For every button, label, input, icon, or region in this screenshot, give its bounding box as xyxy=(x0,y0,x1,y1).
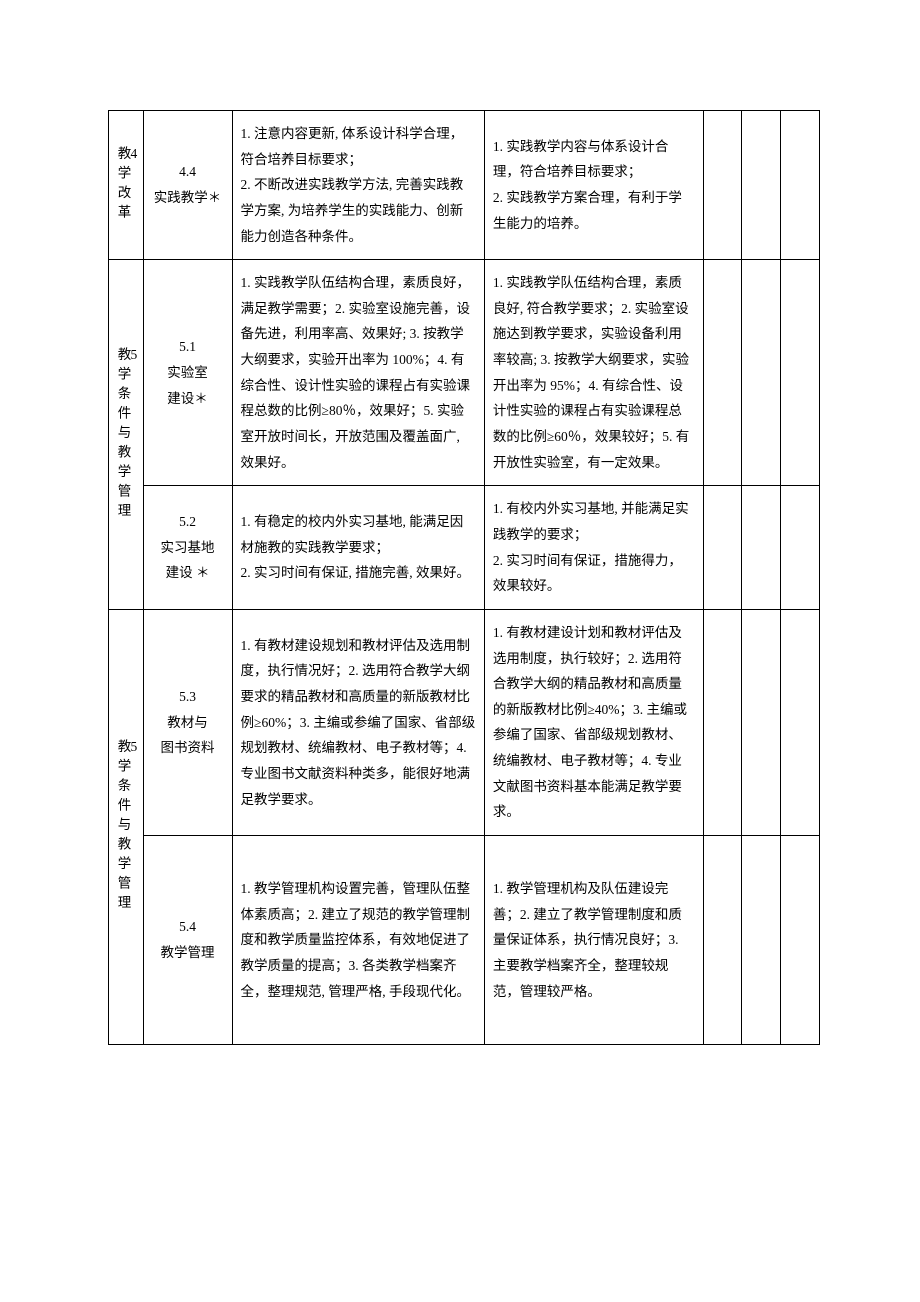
blank-cell xyxy=(742,260,781,486)
category-text: 教学条件与教学管理 xyxy=(115,347,130,523)
sub-code: 4.4 xyxy=(179,164,196,179)
standard-a-cell: 1. 教学管理机构设置完善，管理队伍整体素质高；2. 建立了规范的教学管理制度和… xyxy=(232,836,484,1045)
standard-b-cell: 1. 有教材建设计划和教材评估及选用制度，执行较好；2. 选用符合教学大纲的精品… xyxy=(484,609,703,835)
sub-label: 实习基地建设 ＊ xyxy=(161,540,215,581)
page-container: 4 教学改革 4.4 实践教学＊ 1. 注意内容更新, 体系设计科学合理，符合培… xyxy=(0,0,920,1125)
blank-cell xyxy=(781,836,820,1045)
category-num: 4 xyxy=(130,146,137,162)
sub-label: 实验室建设＊ xyxy=(167,365,208,406)
standard-a-cell: 1. 注意内容更新, 体系设计科学合理，符合培养目标要求；2. 不断改进实践教学… xyxy=(232,111,484,260)
category-label: 5 教学条件与教学管理 xyxy=(114,739,137,915)
table-row: 4 教学改革 4.4 实践教学＊ 1. 注意内容更新, 体系设计科学合理，符合培… xyxy=(109,111,820,260)
subitem-cell: 5.1 实验室建设＊ xyxy=(143,260,232,486)
category-text: 教学改革 xyxy=(115,146,130,224)
subitem-cell: 4.4 实践教学＊ xyxy=(143,111,232,260)
sub-code: 5.4 xyxy=(179,919,196,934)
category-cell: 5 教学条件与教学管理 xyxy=(109,609,144,1044)
sub-code: 5.1 xyxy=(179,339,196,354)
blank-cell xyxy=(781,111,820,260)
blank-cell xyxy=(742,836,781,1045)
table-row: 5.2 实习基地建设 ＊ 1. 有稳定的校内外实习基地, 能满足因材施教的实践教… xyxy=(109,486,820,610)
table-row: 5.4 教学管理 1. 教学管理机构设置完善，管理队伍整体素质高；2. 建立了规… xyxy=(109,836,820,1045)
blank-cell xyxy=(703,111,742,260)
table-row: 5 教学条件与教学管理 5.1 实验室建设＊ 1. 实践教学队伍结构合理，素质良… xyxy=(109,260,820,486)
standard-a-cell: 1. 有稳定的校内外实习基地, 能满足因材施教的实践教学要求；2. 实习时间有保… xyxy=(232,486,484,610)
category-label: 5 教学条件与教学管理 xyxy=(114,347,137,523)
sub-code: 5.2 xyxy=(179,514,196,529)
category-num: 5 xyxy=(130,739,137,755)
blank-cell xyxy=(781,609,820,835)
standard-b-cell: 1. 实践教学队伍结构合理，素质良好, 符合教学要求；2. 实验室设施达到教学要… xyxy=(484,260,703,486)
category-label: 4 教学改革 xyxy=(114,146,137,224)
standard-b-cell: 1. 有校内外实习基地, 并能满足实践教学的要求；2. 实习时间有保证，措施得力… xyxy=(484,486,703,610)
sub-code: 5.3 xyxy=(179,689,196,704)
blank-cell xyxy=(703,486,742,610)
blank-cell xyxy=(703,260,742,486)
subitem-cell: 5.4 教学管理 xyxy=(143,836,232,1045)
standard-b-cell: 1. 教学管理机构及队伍建设完善；2. 建立了教学管理制度和质量保证体系，执行情… xyxy=(484,836,703,1045)
standard-a-cell: 1. 实践教学队伍结构合理，素质良好，满足教学需要；2. 实验室设施完善，设备先… xyxy=(232,260,484,486)
category-num: 5 xyxy=(130,347,137,363)
subitem-cell: 5.3 教材与图书资料 xyxy=(143,609,232,835)
table-row: 5 教学条件与教学管理 5.3 教材与图书资料 1. 有教材建设规划和教材评估及… xyxy=(109,609,820,835)
blank-cell xyxy=(781,486,820,610)
standard-a-cell: 1. 有教材建设规划和教材评估及选用制度，执行情况好；2. 选用符合教学大纲要求… xyxy=(232,609,484,835)
blank-cell xyxy=(742,486,781,610)
blank-cell xyxy=(703,836,742,1045)
evaluation-table: 4 教学改革 4.4 实践教学＊ 1. 注意内容更新, 体系设计科学合理，符合培… xyxy=(108,110,820,1045)
category-cell: 4 教学改革 xyxy=(109,111,144,260)
blank-cell xyxy=(742,609,781,835)
blank-cell xyxy=(703,609,742,835)
sub-label: 教学管理 xyxy=(161,945,215,960)
blank-cell xyxy=(781,260,820,486)
standard-b-cell: 1. 实践教学内容与体系设计合理，符合培养目标要求；2. 实践教学方案合理，有利… xyxy=(484,111,703,260)
sub-label: 教材与图书资料 xyxy=(161,715,215,756)
subitem-cell: 5.2 实习基地建设 ＊ xyxy=(143,486,232,610)
blank-cell xyxy=(742,111,781,260)
sub-label: 实践教学＊ xyxy=(154,190,222,205)
category-text: 教学条件与教学管理 xyxy=(115,739,130,915)
category-cell: 5 教学条件与教学管理 xyxy=(109,260,144,610)
